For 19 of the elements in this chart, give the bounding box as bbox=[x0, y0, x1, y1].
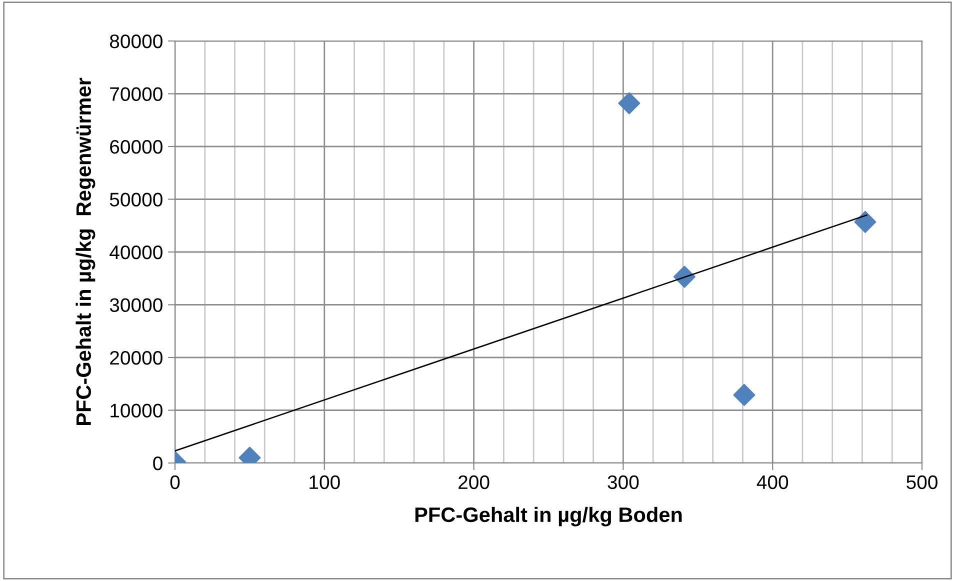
x-axis-title: PFC-Gehalt in µg/kg Boden bbox=[415, 506, 682, 526]
x-tick-label: 500 bbox=[906, 475, 938, 490]
x-tick-label: 400 bbox=[756, 475, 788, 490]
y-tick-label: 10000 bbox=[110, 404, 162, 418]
y-tick-label: 70000 bbox=[110, 87, 162, 101]
point bbox=[854, 210, 876, 233]
y-tick-label: 60000 bbox=[110, 140, 162, 154]
y-tick-label: 50000 bbox=[110, 192, 162, 206]
y-tick-label: 20000 bbox=[110, 350, 162, 365]
y-axis-title: PFC-Gehalt in µg/kg Regenwürmer bbox=[76, 78, 96, 426]
x-tick-label: 0 bbox=[170, 475, 180, 490]
point bbox=[618, 92, 640, 114]
y-tick-label: 30000 bbox=[110, 298, 162, 312]
x-tick-label: 200 bbox=[458, 475, 490, 490]
x-tick-label: 300 bbox=[608, 475, 639, 490]
y-tick-label: 80000 bbox=[110, 34, 162, 48]
y-tick-label: 0 bbox=[153, 456, 162, 470]
y-tick-label: 40000 bbox=[110, 245, 162, 260]
x-tick-label: 100 bbox=[310, 475, 340, 490]
